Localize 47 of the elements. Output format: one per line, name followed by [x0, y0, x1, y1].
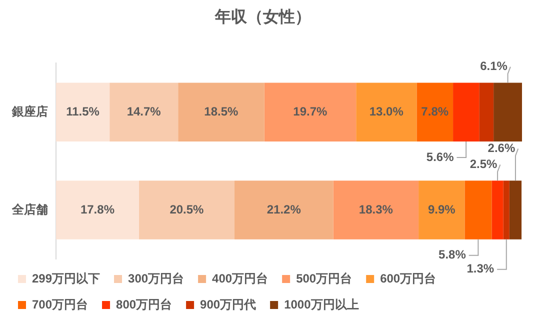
data-label: 19.7%	[293, 104, 328, 118]
legend-label: 800万円台	[116, 297, 172, 312]
bar	[416, 82, 454, 142]
data-label: 7.8%	[421, 104, 449, 118]
legend-label: 300万円台	[128, 271, 184, 286]
data-label: 2.6%	[488, 140, 516, 155]
legend-label: 900万円代	[200, 297, 256, 312]
data-label: 14.7%	[126, 104, 162, 118]
bar	[418, 180, 465, 240]
bar	[509, 180, 522, 240]
data-label: 17.8%	[80, 202, 115, 216]
legend-label: 700万円台	[32, 297, 88, 312]
data-label: 20.5%	[170, 202, 204, 216]
bar	[138, 180, 234, 240]
data-label: 13.0%	[369, 104, 404, 118]
legend-label: 299万円以下	[32, 271, 100, 286]
bar	[56, 82, 110, 142]
bar	[110, 82, 178, 142]
data-label: 18.3%	[358, 202, 394, 216]
chart-title: 年収（女性）	[214, 8, 311, 26]
data-label: 1.3%	[466, 262, 494, 276]
y-tick-label: 全店舗	[11, 202, 48, 216]
legend-label: 600万円台	[380, 271, 436, 286]
bar	[479, 82, 494, 142]
bar	[356, 82, 417, 142]
y-tick-label: 銀座店	[11, 104, 48, 118]
legend-label: 400万円台	[212, 271, 268, 286]
bar	[234, 180, 334, 240]
data-label: 21.2%	[266, 202, 302, 216]
data-label: 2.5%	[470, 156, 498, 171]
bar	[464, 180, 492, 240]
bar	[492, 180, 504, 240]
data-label: 5.8%	[438, 248, 466, 262]
data-label: 5.6%	[426, 150, 454, 164]
legend-label: 500万円台	[296, 271, 352, 286]
bar	[453, 82, 480, 142]
bar	[56, 180, 139, 240]
bar	[264, 82, 356, 142]
legend-label: 1000万円以上	[284, 297, 359, 312]
bar	[494, 82, 522, 142]
bar	[333, 180, 419, 240]
bar	[503, 180, 510, 240]
bar	[178, 82, 264, 142]
data-label: 6.1%	[480, 59, 508, 74]
data-label: 11.5%	[66, 104, 100, 118]
data-label: 18.5%	[204, 104, 239, 118]
data-label: 9.9%	[428, 202, 456, 216]
